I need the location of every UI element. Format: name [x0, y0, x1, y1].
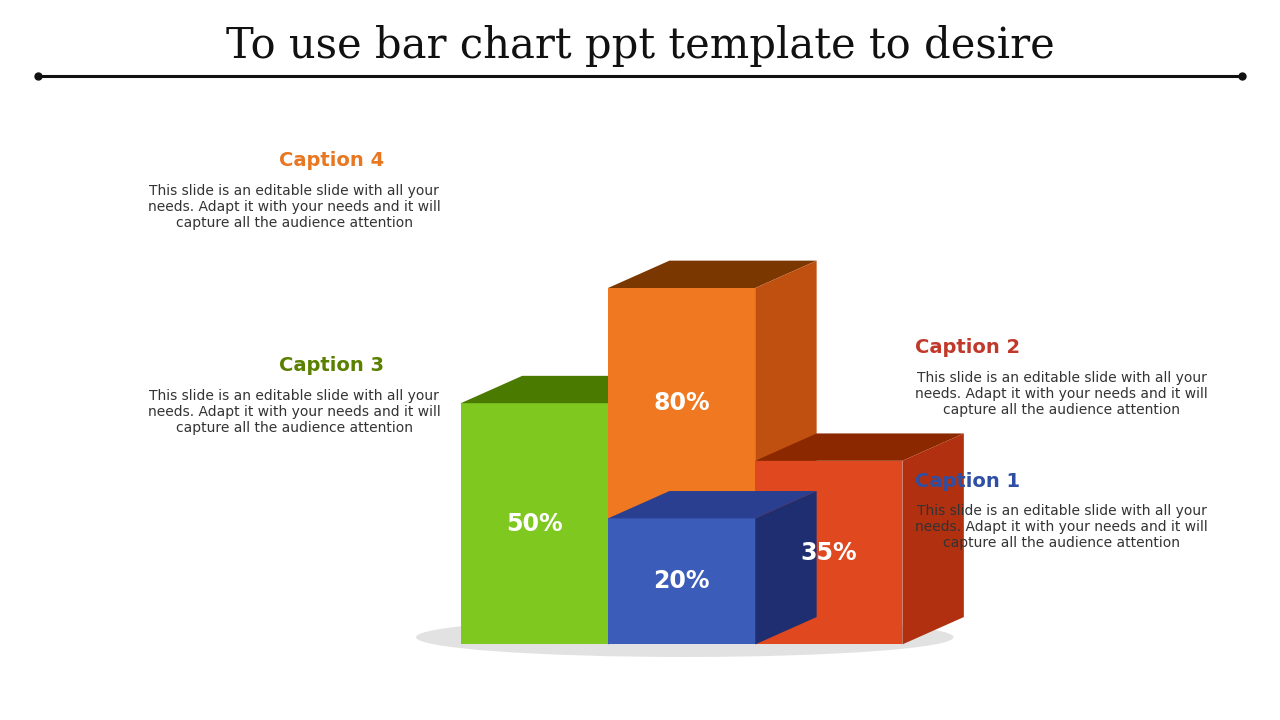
Text: This slide is an editable slide with all your
needs. Adapt it with your needs an: This slide is an editable slide with all… — [915, 504, 1208, 550]
Text: This slide is an editable slide with all your
needs. Adapt it with your needs an: This slide is an editable slide with all… — [148, 184, 440, 230]
Text: Caption 2: Caption 2 — [915, 338, 1020, 357]
Polygon shape — [608, 376, 669, 644]
Text: Caption 1: Caption 1 — [915, 472, 1020, 490]
Text: This slide is an editable slide with all your
needs. Adapt it with your needs an: This slide is an editable slide with all… — [915, 371, 1208, 417]
Polygon shape — [755, 491, 817, 644]
Ellipse shape — [416, 617, 954, 657]
Text: 35%: 35% — [800, 541, 858, 564]
Polygon shape — [902, 433, 964, 644]
Polygon shape — [608, 491, 817, 518]
Text: To use bar chart ppt template to desire: To use bar chart ppt template to desire — [225, 25, 1055, 67]
Text: 20%: 20% — [653, 570, 710, 593]
Polygon shape — [755, 261, 817, 518]
Polygon shape — [755, 433, 964, 461]
Polygon shape — [461, 403, 608, 644]
Text: 50%: 50% — [506, 512, 563, 536]
Polygon shape — [608, 518, 755, 644]
Text: Caption 4: Caption 4 — [279, 151, 384, 170]
Text: Caption 3: Caption 3 — [279, 356, 384, 375]
Polygon shape — [461, 376, 669, 403]
Polygon shape — [608, 261, 817, 288]
Polygon shape — [608, 288, 755, 518]
Text: This slide is an editable slide with all your
needs. Adapt it with your needs an: This slide is an editable slide with all… — [148, 389, 440, 435]
Polygon shape — [755, 461, 902, 644]
Text: 80%: 80% — [653, 391, 710, 415]
